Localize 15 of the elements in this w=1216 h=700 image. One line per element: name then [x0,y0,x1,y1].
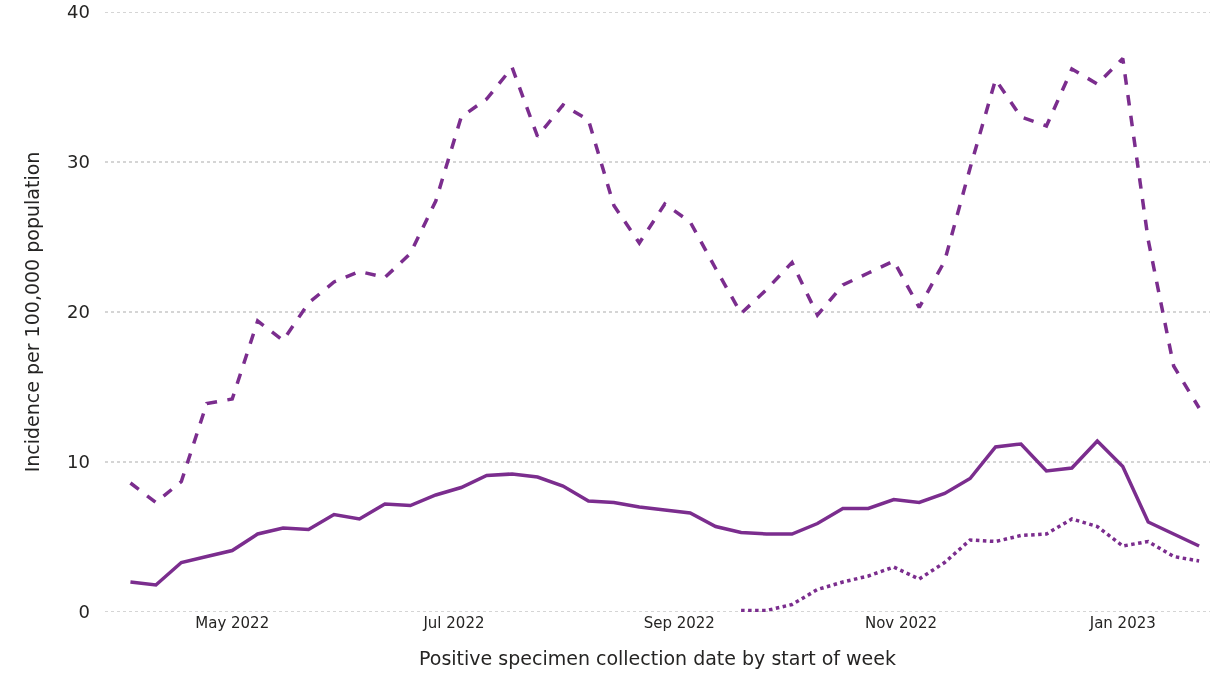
x-tick-label: Nov 2022 [864,614,938,632]
line-series [739,517,1201,612]
x-tick-label: May 2022 [195,614,270,632]
x-tick-label: Sep 2022 [643,614,715,632]
y-tick-label: 30 [67,151,90,173]
x-axis-title: Positive specimen collection date by start of week [419,646,896,669]
y-tick-label: 20 [67,301,90,323]
line-series [128,439,1201,587]
y-axis-title: Incidence per 100,000 population [20,151,43,473]
y-tick-label: 40 [67,1,90,23]
y-tick-label: 10 [67,451,90,473]
x-tick-label: Jul 2022 [422,614,485,632]
y-tick-label: 0 [78,601,90,623]
line-series [128,56,1201,505]
x-tick-label: Jan 2023 [1088,614,1156,632]
